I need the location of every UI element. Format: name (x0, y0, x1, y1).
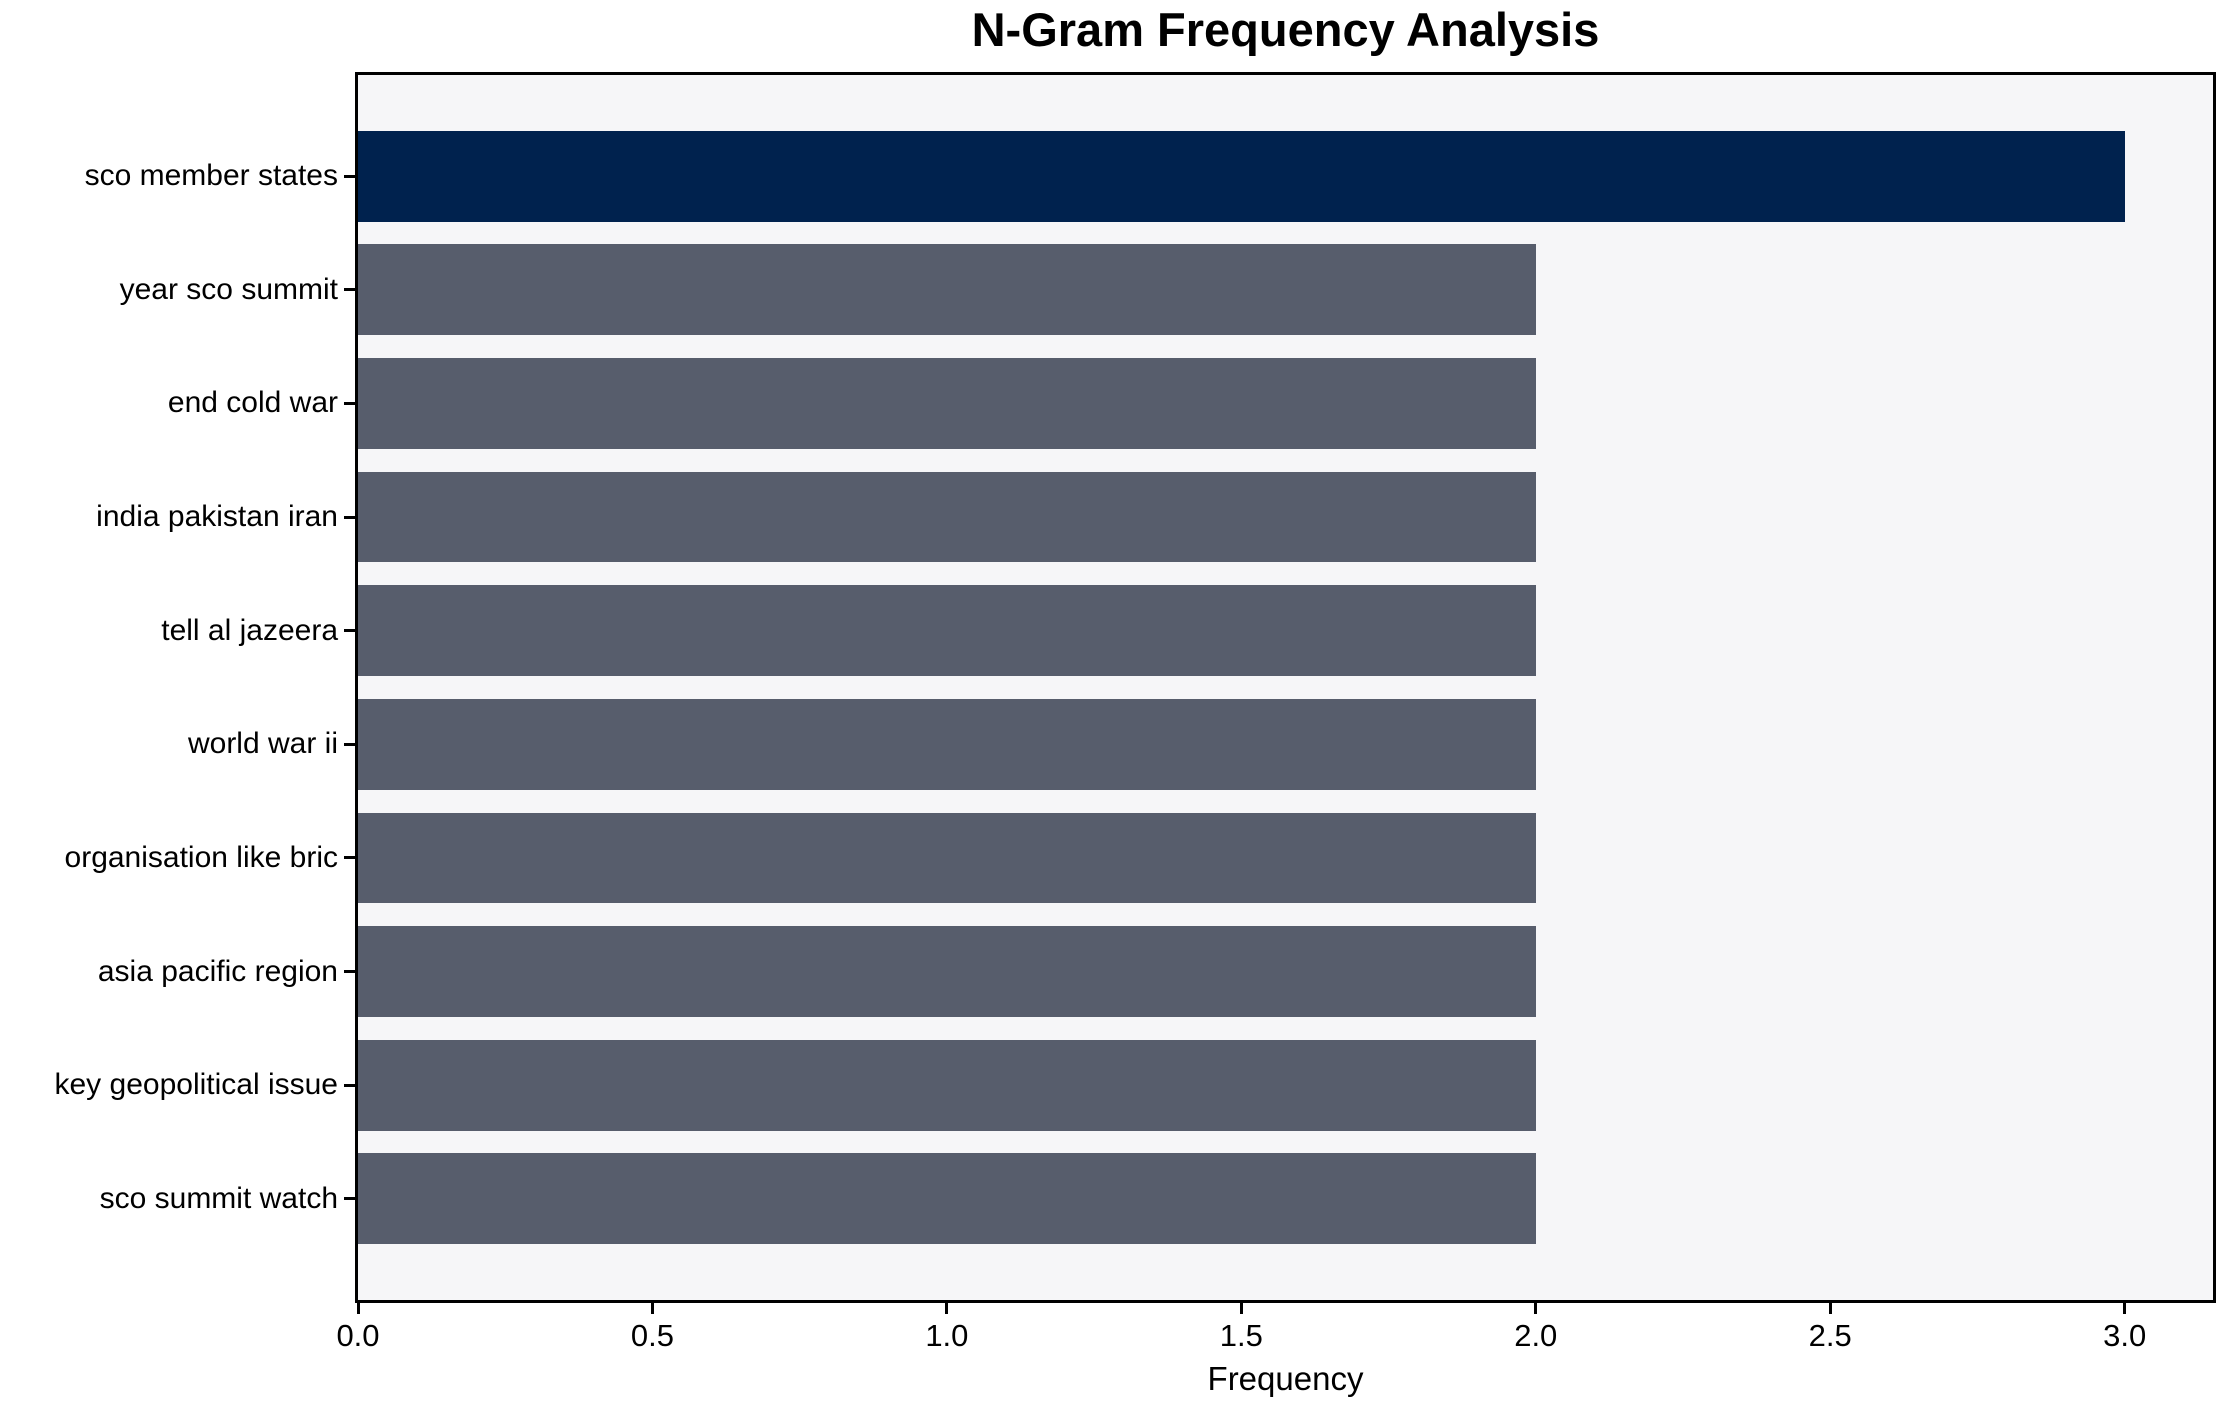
bar-tell-al-jazeera (358, 585, 1536, 677)
x-tick-label-0.5: 0.5 (630, 1318, 674, 1353)
bar-key-geopolitical-issue (358, 1039, 1536, 1131)
bar-year-sco-summit (358, 244, 1536, 336)
x-tick-label-3.0: 3.0 (2103, 1318, 2147, 1353)
bar-sco-member-states (358, 130, 2125, 222)
y-tick-mark (344, 515, 355, 519)
y-tick-label-sco-member-states: sco member states (84, 159, 338, 193)
x-tick-mark (1534, 1303, 1538, 1314)
y-tick-mark (344, 856, 355, 860)
y-tick-label-india-pakistan-iran: india pakistan iran (96, 500, 338, 534)
x-tick-label-0.0: 0.0 (336, 1318, 380, 1353)
y-tick-label-end-cold-war: end cold war (167, 386, 338, 420)
plot-area (355, 72, 2216, 1303)
bar-asia-pacific-region (358, 926, 1536, 1018)
bar-organisation-like-bric (358, 812, 1536, 904)
x-tick-mark (945, 1303, 949, 1314)
y-tick-label-year-sco-summit: year sco summit (119, 272, 338, 306)
y-tick-label-organisation-like-bric: organisation like bric (64, 840, 338, 874)
bar-india-pakistan-iran (358, 471, 1536, 563)
bar-world-war-ii (358, 698, 1536, 790)
y-tick-mark (344, 629, 355, 633)
x-tick-mark (356, 1303, 360, 1314)
y-tick-mark (344, 174, 355, 178)
x-tick-mark (650, 1303, 654, 1314)
x-tick-mark (1828, 1303, 1832, 1314)
y-tick-label-world-war-ii: world war ii (187, 727, 338, 761)
y-tick-label-key-geopolitical-issue: key geopolitical issue (54, 1068, 339, 1102)
x-tick-mark (2123, 1303, 2127, 1314)
y-tick-mark (344, 742, 355, 746)
y-tick-mark (344, 970, 355, 974)
y-tick-mark (344, 288, 355, 292)
x-tick-label-2.5: 2.5 (1808, 1318, 1852, 1353)
x-tick-label-1.0: 1.0 (925, 1318, 969, 1353)
x-tick-label-2.0: 2.0 (1514, 1318, 1558, 1353)
x-tick-mark (1239, 1303, 1243, 1314)
y-tick-mark (344, 401, 355, 405)
chart-title: N-Gram Frequency Analysis (971, 3, 1600, 56)
y-tick-mark (344, 1083, 355, 1087)
bar-end-cold-war (358, 357, 1536, 449)
x-axis-label: Frequency (1207, 1360, 1364, 1397)
bar-sco-summit-watch (358, 1153, 1536, 1245)
y-tick-label-asia-pacific-region: asia pacific region (97, 954, 338, 988)
x-tick-label-1.5: 1.5 (1219, 1318, 1263, 1353)
y-tick-mark (344, 1197, 355, 1201)
y-tick-label-sco-summit-watch: sco summit watch (99, 1181, 338, 1215)
y-tick-label-tell-al-jazeera: tell al jazeera (161, 613, 338, 647)
